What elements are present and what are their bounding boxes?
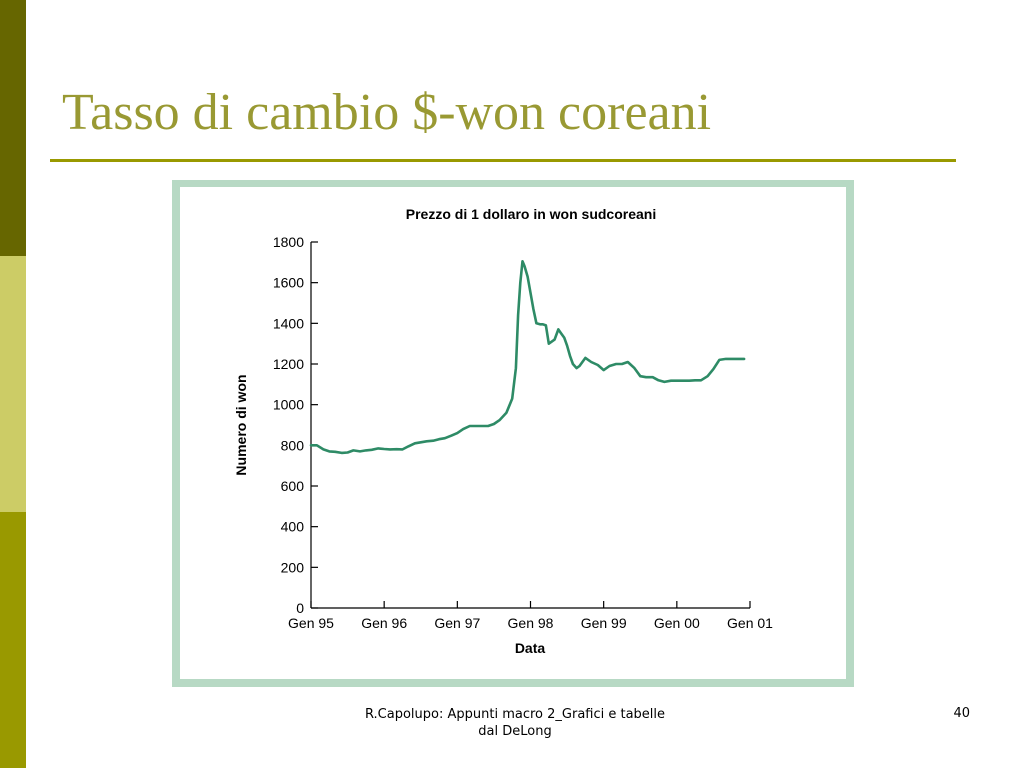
page-number: 40 [953, 706, 970, 721]
accent-bar-bottom [0, 512, 26, 768]
title-underline [50, 159, 956, 162]
y-tick-label: 1600 [273, 275, 304, 291]
y-tick-label: 800 [281, 437, 305, 453]
chart-title: Prezzo di 1 dollaro in won sudcoreani [406, 206, 656, 222]
x-tick-label: Gen 01 [727, 615, 773, 631]
x-tick-label: Gen 98 [508, 615, 554, 631]
x-tick-label: Gen 97 [434, 615, 480, 631]
y-tick-label: 1800 [273, 234, 304, 250]
y-axis: 0 200 400 600 800 1000 1200 1400 1600 1800 [273, 234, 318, 616]
x-axis-label: Data [515, 640, 546, 656]
slide-title: Tasso di cambio $-won coreani [62, 84, 712, 141]
y-tick-label: 1200 [273, 356, 304, 372]
footer-text: R.Capolupo: Appunti macro 2_Grafici e ta… [364, 707, 666, 739]
x-tick-label: Gen 00 [654, 615, 700, 631]
y-axis-label: Numero di won [233, 374, 249, 475]
exchange-rate-chart: Prezzo di 1 dollaro in won sudcoreani 0 2… [233, 206, 773, 656]
accent-bar-top [0, 0, 26, 256]
series-layer [309, 260, 746, 455]
accent-bar-middle [0, 256, 26, 512]
x-tick-label: Gen 95 [288, 615, 334, 631]
chart-panel: Prezzo di 1 dollaro in won sudcoreani 0 2… [180, 187, 846, 679]
y-tick-label: 600 [281, 478, 305, 494]
series-line [309, 260, 746, 455]
y-tick-label: 0 [296, 600, 304, 616]
x-tick-label: Gen 99 [581, 615, 627, 631]
y-tick-label: 400 [281, 519, 305, 535]
y-tick-label: 1000 [273, 397, 304, 413]
y-tick-label: 200 [281, 559, 305, 575]
y-tick-label: 1400 [273, 315, 304, 331]
x-axis: Gen 95 Gen 96 Gen 97 Gen 98 Gen 99 Gen 00 Gen … [288, 601, 773, 631]
x-tick-label: Gen 96 [361, 615, 407, 631]
